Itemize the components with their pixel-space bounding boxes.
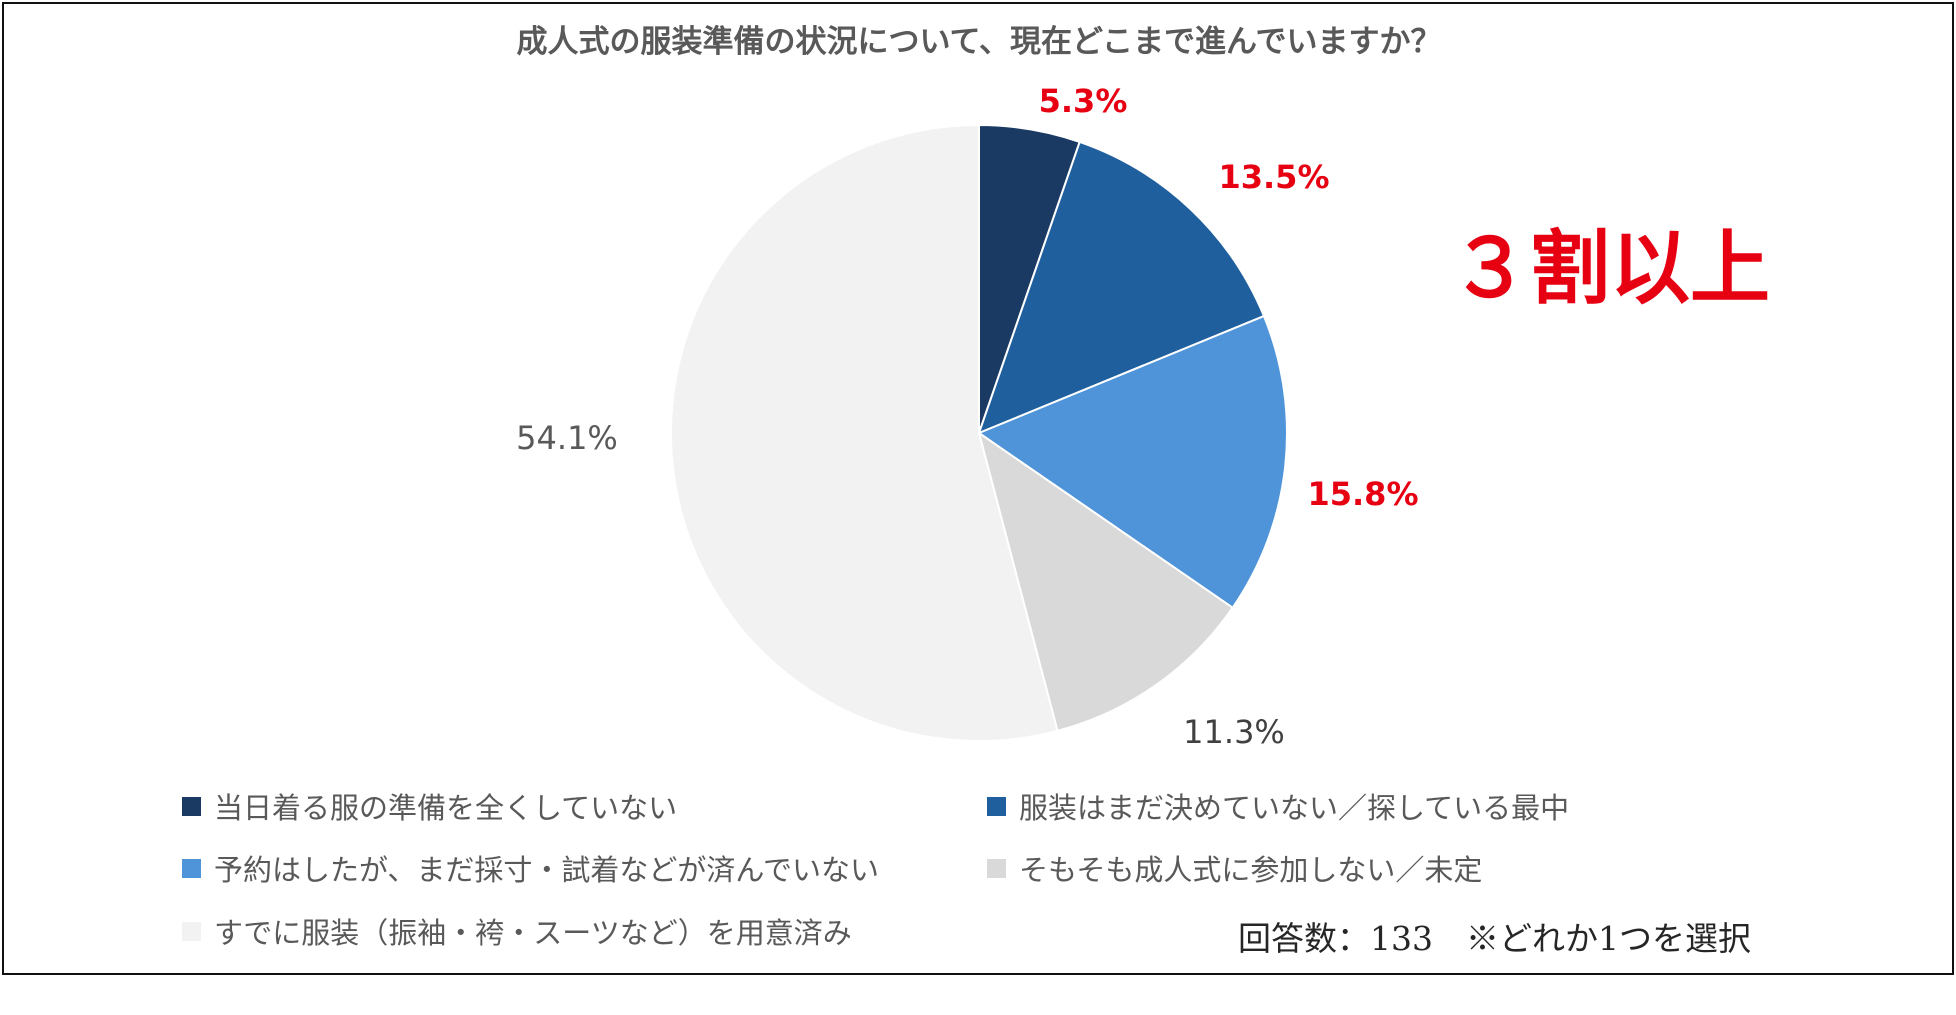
legend-label: 当日着る服の準備を全くしていない: [214, 791, 678, 825]
data-label: 11.3%: [1183, 713, 1285, 751]
data-label: 54.1%: [516, 419, 618, 457]
pie-slice: [977, 430, 1235, 733]
data-label: 15.8%: [1307, 475, 1418, 513]
legend-swatch: [987, 796, 1006, 816]
legend-item: 予約はしたが、まだ採寸・試着などが済んでいない: [182, 847, 879, 889]
annotation-text: ３割以上: [1450, 222, 1770, 315]
footnote: 回答数：133 ※どれか1つを選択: [1238, 919, 1751, 958]
legend-label: すでに服装（振袖・袴・スーツなど）を用意済み: [214, 916, 852, 950]
legend-item: 当日着る服の準備を全くしていない: [182, 785, 677, 827]
legend-item: そもそも成人式に参加しない／未定: [987, 847, 1482, 889]
data-label: 5.3%: [1039, 82, 1128, 120]
legend-label: 服装はまだ決めていない／探している最中: [1019, 791, 1570, 825]
legend-item: すでに服装（振袖・袴・スーツなど）を用意済み: [182, 910, 852, 952]
data-label: 13.5%: [1218, 158, 1329, 196]
legend-swatch: [987, 858, 1006, 878]
legend-label: 予約はしたが、まだ採寸・試着などが済んでいない: [214, 853, 879, 887]
pie-slice: [977, 140, 1266, 435]
pie-slice: [976, 314, 1288, 610]
legend-swatch: [182, 921, 201, 941]
legend-label: そもそも成人式に参加しない／未定: [1019, 853, 1483, 887]
chart-title: 成人式の服装準備の状況について、現在どこまで進んでいますか？: [516, 24, 1441, 60]
legend-swatch: [182, 858, 201, 878]
legend-item: 服装はまだ決めていない／探している最中: [987, 785, 1569, 827]
pie-slice: [670, 123, 1059, 742]
legend-swatch: [182, 796, 201, 816]
